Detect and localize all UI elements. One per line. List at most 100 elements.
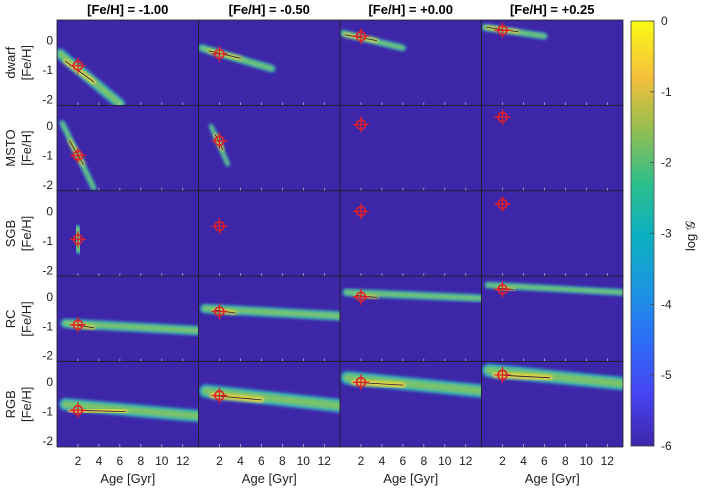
row-label: dwarf — [3, 46, 18, 78]
row-label: RGB — [3, 390, 18, 418]
panel-background — [198, 190, 340, 277]
contour-line — [64, 60, 95, 83]
panel-background — [340, 20, 482, 106]
y-tick-label: -1 — [42, 234, 53, 248]
x-tick-label: 10 — [155, 454, 169, 468]
x-axis-label: Age [Gyr] — [383, 471, 438, 486]
y-axis-label: [Fe/H] — [19, 130, 34, 165]
heatmap-panel — [56, 19, 199, 106]
panel-background — [198, 20, 340, 106]
y-tick-label: -2 — [42, 178, 53, 192]
y-tick-label: 0 — [46, 204, 53, 218]
column-title: [Fe/H] = +0.00 — [368, 2, 453, 17]
y-tick-label: -1 — [42, 405, 53, 419]
colorbar-label: log 𝒢 — [683, 221, 698, 251]
colorbar-tick-label: -3 — [661, 227, 672, 241]
truth-cross — [69, 147, 86, 164]
colorbar-tick-label: -1 — [661, 85, 672, 99]
y-tick-label: -2 — [42, 434, 53, 448]
panel-background — [57, 105, 199, 191]
column-title: [Fe/H] = -1.00 — [87, 2, 168, 17]
x-tick-label: 8 — [562, 454, 569, 468]
panel-grid — [56, 19, 624, 448]
heatmap-panel — [56, 105, 199, 192]
heatmap-panel — [481, 105, 624, 192]
y-tick-label: -1 — [42, 148, 53, 162]
y-tick-label: -2 — [42, 263, 53, 277]
heatmap-panel — [481, 19, 624, 106]
truth-cross — [352, 374, 369, 391]
y-axis-label: [Fe/H] — [19, 216, 34, 251]
truth-cross — [69, 57, 86, 74]
x-tick-label: 10 — [580, 454, 594, 468]
density-band — [202, 305, 340, 319]
truth-cross — [494, 196, 511, 213]
heatmap-panel — [339, 361, 482, 448]
x-tick-label: 8 — [279, 454, 286, 468]
column-title: [Fe/H] = -0.50 — [229, 2, 310, 17]
x-axis-label: Age [Gyr] — [100, 471, 155, 486]
colorbar: log 𝒢 0 -1 -2 -3 -4 -5 -6 — [630, 14, 698, 453]
heatmap-panel — [198, 105, 341, 192]
x-tick-label: 4 — [520, 454, 527, 468]
x-tick-label: 6 — [258, 454, 265, 468]
truth-cross — [352, 288, 369, 305]
x-axis-label: Age [Gyr] — [242, 471, 297, 486]
x-tick-label: 4 — [379, 454, 386, 468]
contour-line — [211, 395, 262, 401]
colorbar-tick-label: -4 — [661, 297, 672, 311]
x-tick-label: 6 — [541, 454, 548, 468]
truth-cross — [69, 316, 86, 333]
y-tick-label: 0 — [46, 290, 53, 304]
y-tick-label: -1 — [42, 63, 53, 77]
y-axis-label: [Fe/H] — [19, 387, 34, 422]
x-tick-label: 6 — [400, 454, 407, 468]
heatmap-panel — [481, 275, 624, 363]
truth-cross — [211, 303, 228, 320]
y-tick-label: 0 — [46, 34, 53, 48]
x-tick-label: 4 — [237, 454, 244, 468]
colorbar-tick-label: 0 — [661, 14, 668, 28]
panel-background — [57, 276, 199, 362]
density-band — [343, 373, 482, 395]
heatmap-panel — [56, 361, 199, 448]
truth-cross — [211, 218, 228, 235]
truth-cross — [352, 28, 369, 45]
heatmap-panel — [339, 19, 482, 106]
x-tick-label: 2 — [499, 454, 506, 468]
heatmap-panel — [339, 105, 482, 192]
heatmap-panel — [481, 190, 624, 277]
y-axis-label: [Fe/H] — [19, 301, 34, 336]
x-tick-label: 12 — [318, 454, 332, 468]
heatmap-panel — [198, 190, 341, 277]
y-tick-label: -1 — [42, 319, 53, 333]
x-tick-label: 8 — [138, 454, 145, 468]
y-tick-label: -2 — [42, 349, 53, 363]
x-tick-label: 2 — [216, 454, 223, 468]
panel-background — [340, 105, 482, 191]
colorbar-tick-label: -6 — [661, 439, 672, 453]
panel-background — [340, 190, 482, 277]
truth-cross — [211, 45, 228, 62]
y-axis-label: [Fe/H] — [19, 45, 34, 80]
y-tick-label: 0 — [46, 375, 53, 389]
x-tick-label: 2 — [75, 454, 82, 468]
contour-line — [69, 140, 84, 165]
density-band — [344, 290, 482, 301]
x-tick-label: 6 — [117, 454, 124, 468]
row-label: MSTO — [3, 129, 18, 166]
heatmap-panel — [339, 275, 482, 363]
y-tick-label: 0 — [46, 119, 53, 133]
density-band — [485, 283, 623, 295]
truth-cross — [352, 116, 369, 133]
row-label: SGB — [3, 220, 18, 247]
truth-cross — [352, 203, 369, 220]
y-tick-label: -2 — [42, 93, 53, 107]
x-tick-label: 12 — [601, 454, 615, 468]
truth-cross — [494, 109, 511, 126]
truth-cross — [69, 231, 86, 248]
row-label: RC — [3, 310, 18, 329]
truth-cross — [494, 22, 511, 39]
